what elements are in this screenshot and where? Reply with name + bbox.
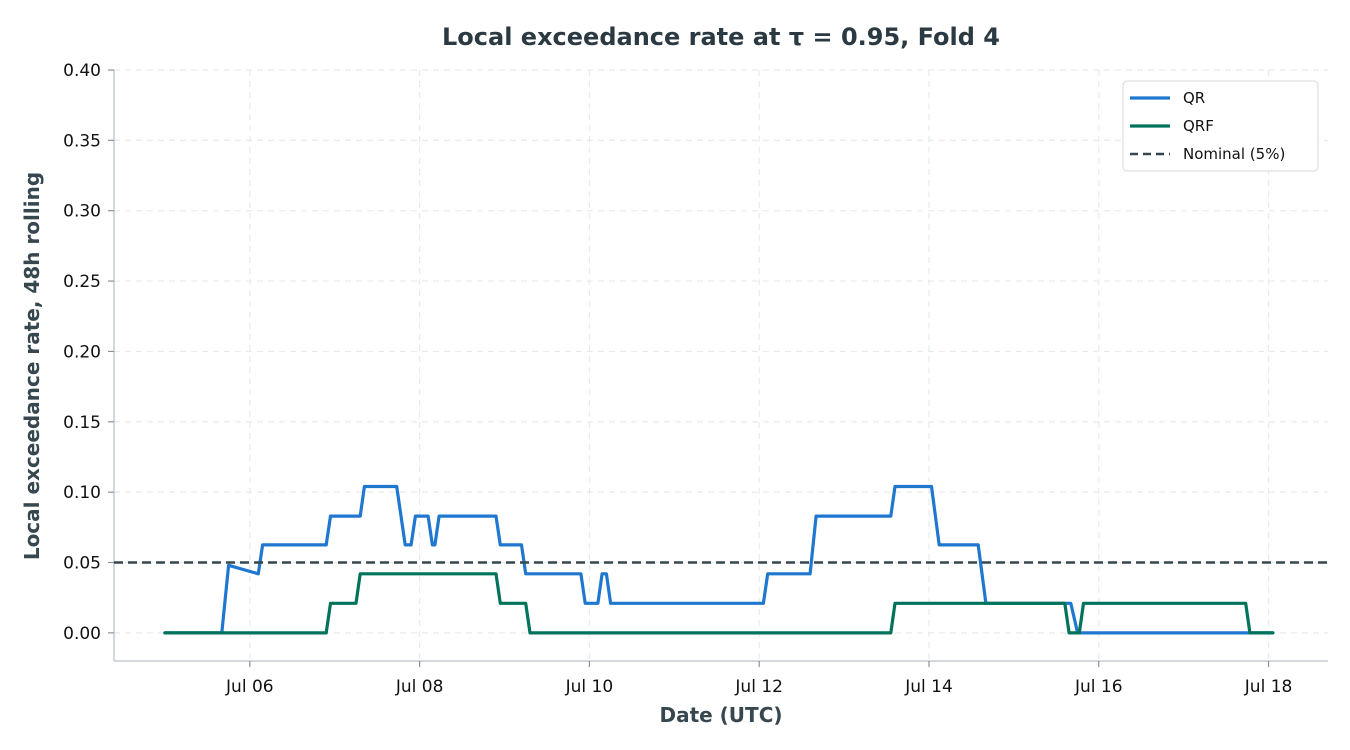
y-tick-label: 0.05 [63,554,101,574]
x-tick-label: Jul 10 [565,677,614,697]
legend-entry-qrf: QRF [1130,117,1214,135]
series-line-qr [163,484,1275,635]
tick-layer: 0.00 0.05 0.10 0.15 0.20 0.25 0.30 0.35 0.40 Jul … [63,61,1292,697]
legend-entry-qr: QR [1130,89,1205,107]
y-axis-label: Local exceedance rate, 48h rolling [20,172,44,560]
series-line-qrf [163,572,1275,635]
x-tick-label: Jul 06 [225,677,274,697]
legend-box [1122,80,1319,172]
x-tick-label: Jul 14 [904,677,953,697]
series-layer [114,484,1328,635]
x-tick-label: Jul 08 [395,677,444,697]
y-tick-label: 0.15 [63,413,101,433]
legend-label: QRF [1183,117,1214,135]
x-tick-label: Jul 12 [734,677,783,697]
x-tick-label: Jul 16 [1074,677,1123,697]
y-tick-label: 0.00 [63,624,101,644]
y-tick-label: 0.30 [63,202,101,222]
y-tick-label: 0.25 [63,272,101,292]
legend-entry-nominal-5: Nominal (5%) [1130,145,1285,163]
y-tick-label: 0.35 [63,131,101,151]
x-axis-label: Date (UTC) [659,703,782,727]
chart-title: Local exceedance rate at τ = 0.95, Fold … [442,23,1000,51]
y-tick-label: 0.40 [63,61,101,81]
legend-label: QR [1183,89,1205,107]
y-tick-label: 0.20 [63,342,101,362]
legend-label: Nominal (5%) [1183,145,1285,163]
x-tick-label: Jul 18 [1244,677,1293,697]
y-tick-label: 0.10 [63,483,101,503]
legend: QR QRF Nominal (5%) [1122,80,1319,172]
